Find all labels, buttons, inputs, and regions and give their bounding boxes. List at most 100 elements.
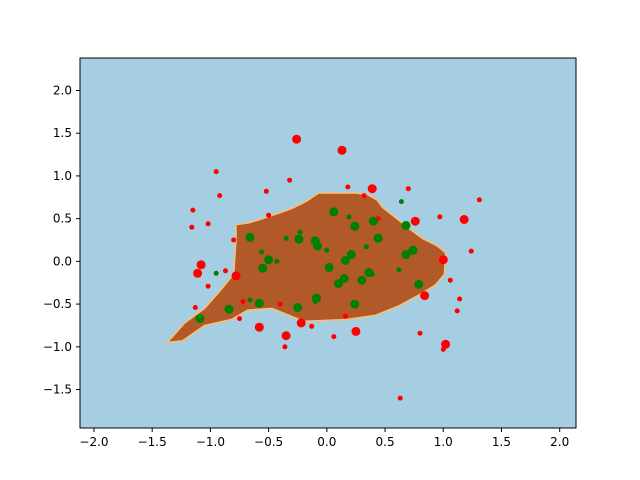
y-axis: −1.5 −1.0 −0.5 0.0 0.5 1.0 1.5 2.0 [43, 83, 80, 397]
class-0-point [417, 330, 423, 336]
class-0-point [468, 248, 474, 254]
class-1-point [259, 249, 265, 255]
class-0-point [476, 197, 482, 203]
class-1-point [350, 221, 360, 231]
class-0-point [454, 308, 460, 314]
class-1-point [346, 214, 352, 220]
class-1-point [324, 247, 330, 253]
class-1-point [195, 314, 205, 324]
class-0-point [337, 145, 347, 155]
class-1-point [373, 233, 383, 243]
x-tick-label: −1.0 [196, 435, 225, 449]
class-1-point [213, 270, 219, 276]
class-0-point [343, 313, 348, 319]
class-1-point [283, 235, 289, 241]
class-1-point [312, 299, 318, 304]
class-1-point [339, 274, 349, 283]
class-0-point [282, 344, 288, 350]
x-tick-label: 1.5 [492, 435, 511, 449]
class-0-point [420, 291, 430, 301]
class-0-point [367, 184, 377, 194]
class-1-point [294, 234, 304, 244]
class-0-point [296, 318, 306, 328]
y-tick-label: 1.0 [53, 169, 72, 183]
class-0-point [405, 186, 411, 192]
class-1-point [324, 262, 334, 272]
x-axis: −2.0 −1.5 −1.0 −0.5 0.0 0.5 1.0 1.5 2.0 [79, 428, 569, 449]
class-0-point [213, 169, 219, 175]
class-1-point [334, 279, 343, 289]
class-1-point [264, 255, 274, 265]
class-0-point [237, 316, 242, 322]
decision-region [166, 192, 447, 344]
class-0-point [410, 216, 420, 226]
x-tick-label: 2.0 [550, 435, 569, 449]
class-0-point [438, 255, 448, 265]
class-1-point [297, 229, 303, 235]
class-0-point [196, 260, 206, 270]
class-0-point [345, 184, 351, 190]
class-1-point [414, 279, 424, 289]
class-1-point [329, 207, 339, 217]
class-0-point [459, 215, 469, 224]
class-0-point [437, 214, 443, 220]
scatter-points [189, 134, 482, 401]
class-0-point [223, 268, 228, 274]
class-0-point [231, 237, 237, 243]
class-0-point [351, 326, 361, 336]
class-0-point [331, 334, 337, 340]
y-tick-label: 0.5 [53, 212, 72, 226]
class-0-point [397, 395, 403, 401]
class-1-point [357, 275, 367, 285]
class-1-point [350, 299, 360, 309]
class-0-point [440, 346, 446, 352]
x-tick-label: −1.5 [138, 435, 167, 449]
y-tick-label: −1.5 [43, 383, 72, 397]
class-1-point [293, 303, 303, 312]
class-1-point [369, 271, 375, 277]
class-0-point [441, 339, 451, 349]
x-tick-label: 0.5 [376, 435, 395, 449]
class-0-point [189, 224, 195, 230]
class-1-point [274, 258, 280, 264]
class-0-point [205, 221, 211, 227]
class-0-point [190, 207, 196, 213]
class-0-point [193, 268, 203, 278]
class-0-point [277, 301, 283, 307]
class-0-point [457, 296, 463, 302]
x-tick-label: 1.0 [434, 435, 453, 449]
class-0-point [361, 193, 367, 199]
y-tick-label: −0.5 [43, 297, 72, 311]
class-0-point [266, 212, 272, 218]
class-1-point [408, 245, 418, 255]
class-1-point [247, 297, 253, 303]
class-0-point [287, 177, 293, 183]
class-0-point [192, 305, 198, 310]
y-tick-label: 1.5 [53, 126, 72, 140]
class-0-point [205, 283, 211, 289]
plot-area [79, 57, 577, 429]
class-0-point [254, 322, 264, 332]
class-0-point [263, 188, 269, 194]
class-0-point [292, 134, 302, 144]
y-tick-label: 0.0 [53, 254, 72, 268]
class-0-point [281, 331, 291, 341]
class-1-point [346, 250, 356, 259]
class-1-point [341, 256, 350, 265]
class-1-point [398, 199, 404, 205]
x-tick-label: −2.0 [79, 435, 108, 449]
y-tick-label: −1.0 [43, 340, 72, 354]
class-1-point [363, 244, 369, 250]
x-tick-label: −0.5 [254, 435, 283, 449]
class-1-point [254, 298, 264, 308]
class-0-point [231, 271, 241, 281]
class-0-point [309, 323, 315, 329]
class-1-point [396, 267, 402, 273]
class-1-point [258, 263, 268, 273]
class-0-point [217, 193, 223, 199]
class-0-point [447, 277, 453, 283]
class-1-point [401, 250, 411, 259]
x-tick-label: 0.0 [317, 435, 336, 449]
class-1-point [245, 232, 255, 242]
